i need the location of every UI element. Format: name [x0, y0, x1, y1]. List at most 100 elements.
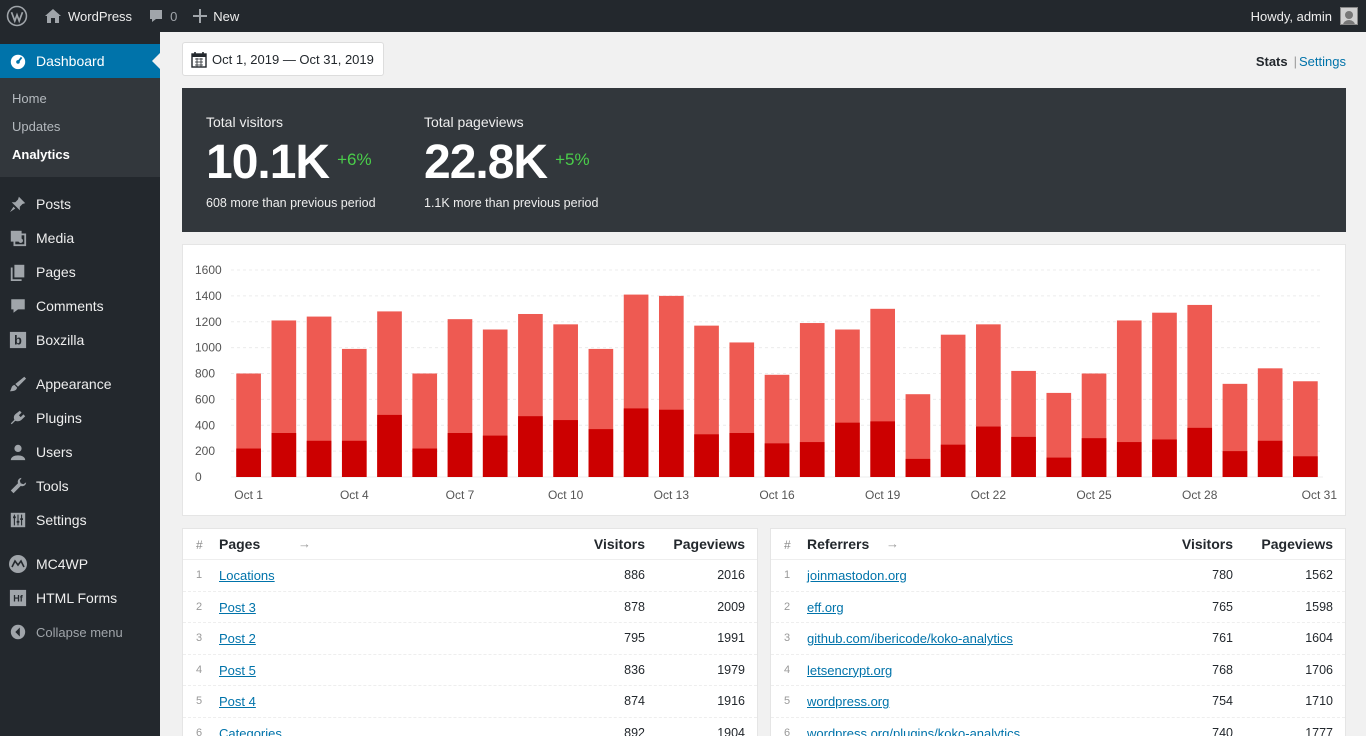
- submenu-item-analytics[interactable]: Analytics: [12, 147, 70, 162]
- top-navigation: Stats | Settings: [1256, 54, 1346, 69]
- submenu-item-home[interactable]: Home: [12, 91, 47, 106]
- visitors-bar: [623, 408, 649, 477]
- row-link[interactable]: Post 5: [219, 662, 256, 678]
- sidebar-item-comments[interactable]: Comments: [0, 289, 160, 323]
- visitors-bar: [271, 433, 297, 477]
- collapse-arrow-icon: [8, 622, 28, 642]
- row-link[interactable]: Post 3: [219, 599, 256, 615]
- account-menu[interactable]: Howdy, admin: [1251, 7, 1366, 25]
- settings-link[interactable]: Settings: [1299, 54, 1346, 69]
- row-link[interactable]: Post 4: [219, 694, 256, 710]
- comments-link[interactable]: 0: [140, 0, 185, 32]
- row-visitors: 780: [1212, 568, 1233, 582]
- row-visitors: 886: [624, 568, 645, 582]
- calendar-icon: [191, 51, 207, 68]
- comments-count: 0: [170, 8, 178, 24]
- pageviews-column-header: Pageviews: [673, 536, 745, 552]
- sidebar-item-html-forms[interactable]: Hf HTML Forms: [0, 581, 160, 615]
- submenu-item-updates[interactable]: Updates: [12, 119, 61, 134]
- row-rank: 2: [784, 600, 791, 613]
- table-row: 6 Categories 892 1904: [183, 718, 757, 736]
- row-link[interactable]: github.com/ibericode/koko-analytics: [807, 631, 1013, 647]
- total-visitors-value: 10.1K: [206, 136, 330, 189]
- row-visitors: 836: [624, 662, 645, 677]
- total-pageviews-value: 22.8K: [424, 136, 548, 189]
- sidebar-item-media[interactable]: Media: [0, 221, 160, 255]
- total-visitors-label: Total visitors: [206, 114, 284, 130]
- y-tick-label: 600: [195, 392, 215, 406]
- stats-tab[interactable]: Stats: [1255, 54, 1288, 69]
- visitors-bar: [553, 420, 578, 477]
- sidebar-item-mc4wp[interactable]: MC4WP: [0, 547, 160, 581]
- referrers-table-body: 1 joinmastodon.org 780 1562 2 eff.org 765 1598 3…: [771, 560, 1345, 736]
- arrow-right-icon[interactable]: →: [886, 536, 899, 551]
- row-pageviews: 1777: [1305, 725, 1333, 736]
- table-row: 6 wordpress.org/plugins/koko-analytics 740…: [771, 718, 1345, 736]
- x-tick-label: Oct 16: [759, 488, 795, 502]
- wordpress-logo-button[interactable]: [0, 0, 36, 32]
- visitors-bar: [764, 443, 790, 477]
- row-link[interactable]: Post 2: [219, 631, 256, 647]
- row-rank: 5: [784, 695, 791, 708]
- row-pageviews: 1979: [717, 662, 745, 677]
- collapse-menu-button[interactable]: Collapse menu: [0, 615, 160, 649]
- visitors-bar: [1152, 439, 1177, 477]
- x-tick-label: Oct 19: [865, 488, 901, 502]
- row-link[interactable]: wordpress.org: [807, 694, 890, 710]
- mc4wp-icon: [8, 554, 28, 574]
- row-link[interactable]: Locations: [219, 568, 275, 583]
- row-link[interactable]: letsencrypt.org: [807, 662, 893, 678]
- chart-panel: 0 200 400 600 800 1000 1200 1400 1600 Oct 1 Oct 4 O…: [182, 244, 1346, 516]
- boxzilla-icon: b: [8, 330, 28, 350]
- row-rank: 3: [196, 632, 203, 645]
- sidebar-item-pages[interactable]: Pages: [0, 255, 160, 289]
- row-pageviews: 1598: [1305, 599, 1333, 614]
- admin-bar: WordPress 0 New Howdy, admin: [0, 0, 1366, 32]
- comment-bubble-icon: [148, 8, 164, 24]
- sidebar-item-label: MC4WP: [36, 556, 89, 572]
- rank-column-header: #: [784, 538, 791, 552]
- row-link[interactable]: joinmastodon.org: [807, 568, 907, 583]
- row-link[interactable]: wordpress.org/plugins/koko-analytics: [807, 725, 1021, 736]
- sidebar-item-tools[interactable]: Tools: [0, 469, 160, 503]
- wrench-icon: [8, 476, 28, 496]
- sidebar-item-plugins[interactable]: Plugins: [0, 401, 160, 435]
- row-visitors: 765: [1212, 599, 1233, 614]
- sidebar-item-settings[interactable]: Settings: [0, 503, 160, 537]
- pageviews-column-header: Pageviews: [1261, 536, 1333, 552]
- row-link[interactable]: Categories: [219, 725, 282, 736]
- table-row: 1 joinmastodon.org 780 1562: [771, 560, 1345, 592]
- referrers-table-header: # Referrers → Visitors Pageviews: [771, 529, 1345, 560]
- sidebar-item-appearance[interactable]: Appearance: [0, 367, 160, 401]
- row-pageviews: 1916: [717, 694, 745, 709]
- visitors-bar: [694, 434, 719, 477]
- row-visitors: 874: [624, 694, 645, 709]
- sidebar-item-users[interactable]: Users: [0, 435, 160, 469]
- total-pageviews-change: +5%: [555, 150, 590, 169]
- sliders-icon: [8, 510, 28, 530]
- visitors-bar: [1011, 436, 1036, 477]
- sidebar-item-dashboard[interactable]: Dashboard: [0, 44, 160, 78]
- visitors-pageviews-chart: 0 200 400 600 800 1000 1200 1400 1600 Oct 1 Oct 4 O…: [195, 263, 1337, 502]
- pushpin-icon: [8, 194, 28, 214]
- sidebar-item-posts[interactable]: Posts: [0, 187, 160, 221]
- x-tick-label: Oct 7: [446, 488, 475, 502]
- total-visitors-subtext: 608 more than previous period: [206, 196, 376, 210]
- row-rank: 1: [196, 569, 203, 581]
- row-link[interactable]: eff.org: [807, 599, 844, 615]
- visitors-bar: [1116, 442, 1142, 477]
- svg-text:Hf: Hf: [13, 594, 23, 604]
- site-name-label: WordPress: [68, 8, 133, 24]
- media-icon: [8, 228, 28, 248]
- table-row: 5 wordpress.org 754 1710: [771, 686, 1345, 718]
- row-visitors: 768: [1212, 662, 1233, 677]
- row-pageviews: 1604: [1305, 631, 1333, 646]
- new-content-link[interactable]: New: [185, 0, 247, 32]
- arrow-right-icon[interactable]: →: [298, 536, 311, 551]
- visitors-bar: [341, 440, 367, 477]
- date-range-picker[interactable]: Oct 1, 2019 — Oct 31, 2019: [182, 42, 384, 76]
- visitors-bar: [588, 429, 614, 477]
- sidebar-item-boxzilla[interactable]: b Boxzilla: [0, 323, 160, 357]
- site-name-link[interactable]: WordPress: [36, 0, 140, 32]
- table-row: 3 github.com/ibericode/koko-analytics 761 1…: [771, 623, 1345, 655]
